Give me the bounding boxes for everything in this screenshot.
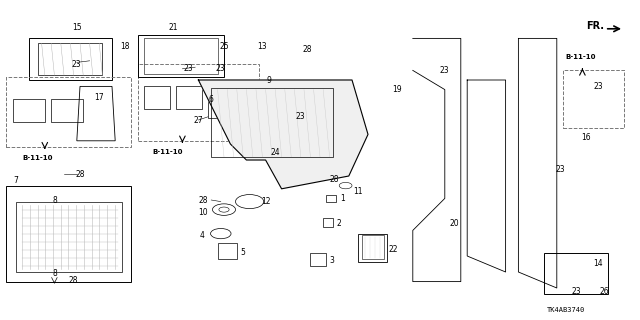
Bar — [13, 99, 45, 122]
Text: 1: 1 — [340, 194, 345, 203]
Bar — [144, 38, 218, 74]
Text: 15: 15 — [72, 23, 82, 32]
Bar — [144, 86, 170, 109]
Text: 23: 23 — [571, 287, 581, 296]
Text: 22: 22 — [389, 245, 398, 254]
Bar — [563, 70, 624, 128]
Text: 8: 8 — [52, 196, 57, 204]
Text: 28: 28 — [76, 170, 84, 179]
Text: 5: 5 — [241, 248, 246, 257]
Bar — [211, 88, 333, 157]
Text: 9: 9 — [266, 76, 271, 84]
Bar — [138, 64, 259, 141]
Text: 16: 16 — [580, 133, 591, 142]
Text: 12: 12 — [261, 197, 270, 206]
Bar — [51, 99, 83, 122]
Bar — [362, 235, 384, 259]
Text: 6: 6 — [209, 95, 214, 104]
Text: 17: 17 — [94, 93, 104, 102]
Text: TK4AB3740: TK4AB3740 — [547, 308, 586, 313]
Text: B-11-10: B-11-10 — [22, 155, 53, 161]
Bar — [358, 234, 387, 262]
Text: 21: 21 — [168, 23, 177, 32]
Text: 28: 28 — [69, 276, 78, 285]
Bar — [6, 77, 131, 147]
Bar — [310, 253, 326, 266]
Text: 11: 11 — [354, 188, 363, 196]
Text: 23: 23 — [184, 64, 194, 73]
Text: 13: 13 — [257, 42, 268, 51]
Bar — [323, 218, 333, 227]
Text: 23: 23 — [216, 64, 226, 73]
Bar — [218, 243, 237, 259]
Text: 20: 20 — [450, 220, 460, 228]
Text: 14: 14 — [593, 260, 604, 268]
Text: 18: 18 — [120, 42, 129, 51]
Text: 23: 23 — [555, 165, 565, 174]
Text: 3: 3 — [329, 256, 334, 265]
Text: B-11-10: B-11-10 — [565, 54, 596, 60]
Bar — [208, 93, 224, 118]
Text: 25: 25 — [219, 42, 229, 51]
Text: 4: 4 — [200, 231, 205, 240]
Text: 24: 24 — [270, 148, 280, 156]
Text: 23: 23 — [296, 112, 306, 121]
Text: 10: 10 — [198, 208, 208, 217]
Bar — [176, 86, 202, 109]
Bar — [326, 195, 336, 202]
Text: 2: 2 — [337, 220, 342, 228]
Text: 28: 28 — [303, 45, 312, 54]
Text: FR.: FR. — [586, 20, 604, 31]
Text: 23: 23 — [72, 60, 82, 68]
Text: 7: 7 — [13, 176, 19, 185]
Text: 8: 8 — [52, 269, 57, 278]
Text: 19: 19 — [392, 85, 402, 94]
Bar — [6, 186, 131, 282]
Text: B-11-10: B-11-10 — [152, 148, 183, 155]
Bar — [544, 253, 608, 294]
Text: 23: 23 — [593, 82, 604, 91]
Bar — [16, 202, 122, 272]
Text: 27: 27 — [193, 116, 204, 124]
Bar — [138, 35, 224, 77]
Text: 28: 28 — [198, 196, 208, 204]
Text: 28: 28 — [330, 175, 339, 184]
Polygon shape — [198, 80, 368, 189]
Text: 26: 26 — [600, 287, 610, 296]
Text: 23: 23 — [440, 66, 450, 75]
